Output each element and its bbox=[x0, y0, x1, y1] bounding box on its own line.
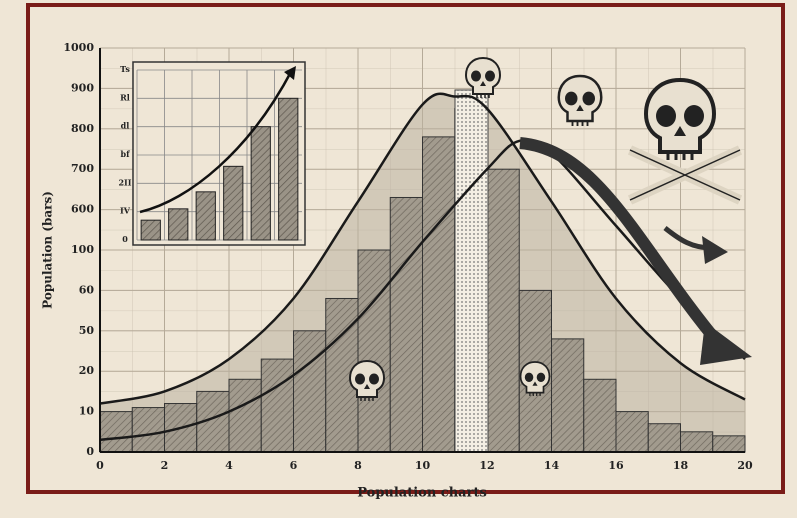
y-axis-label: Population (bars) bbox=[41, 191, 55, 309]
y-tick-label: 1000 bbox=[63, 41, 94, 54]
bar bbox=[99, 411, 133, 453]
bar bbox=[260, 358, 294, 453]
y-tick-label: 20 bbox=[79, 364, 95, 377]
inset-y-tick-label: Ts bbox=[120, 64, 130, 74]
x-tick-label: 6 bbox=[290, 459, 298, 472]
y-tick-label: 10 bbox=[79, 405, 95, 418]
bar bbox=[615, 411, 649, 453]
inset-y-tick-label: 0 bbox=[122, 234, 128, 244]
x-tick-label: 14 bbox=[544, 459, 560, 472]
small-arrowhead bbox=[702, 236, 728, 264]
bar bbox=[486, 168, 520, 453]
x-tick-label: 18 bbox=[673, 459, 689, 472]
inset-y-tick-label: 2II bbox=[118, 177, 131, 187]
y-tick-label: 0 bbox=[86, 445, 94, 458]
bar bbox=[712, 435, 746, 453]
bar bbox=[422, 136, 456, 453]
inset-frame bbox=[132, 61, 306, 246]
y-tick-label: 700 bbox=[71, 162, 94, 175]
bar bbox=[293, 330, 327, 453]
bar bbox=[647, 423, 681, 453]
inset-y-tick-label: dl bbox=[121, 121, 130, 131]
inset-bar bbox=[278, 97, 299, 241]
inset-bar bbox=[250, 126, 271, 241]
inset-arrowhead bbox=[284, 66, 296, 80]
y-tick-label: 600 bbox=[71, 203, 94, 216]
inset-plot: 0 IV 2II bf dl Rl Ts bbox=[118, 64, 302, 244]
highlight-column bbox=[454, 89, 489, 453]
crossbones-outline bbox=[629, 149, 741, 201]
big-arrow bbox=[519, 137, 725, 349]
y-tick-label: 900 bbox=[71, 81, 94, 94]
bar bbox=[583, 378, 617, 453]
x-tick-label: 12 bbox=[479, 459, 494, 472]
big-arrowhead bbox=[700, 322, 752, 365]
y-tick-label: 100 bbox=[71, 243, 94, 256]
x-tick-label: 10 bbox=[415, 459, 431, 472]
x-tick-label: 0 bbox=[96, 459, 104, 472]
bar bbox=[551, 338, 585, 453]
y-tick-label: 60 bbox=[79, 283, 95, 296]
curve bbox=[99, 138, 746, 442]
bar bbox=[228, 378, 262, 453]
inset-y-tick-label: bf bbox=[120, 149, 130, 159]
x-tick-label: 4 bbox=[225, 459, 233, 472]
inset-arrow bbox=[139, 69, 294, 214]
x-tick-label: 2 bbox=[161, 459, 169, 472]
curves bbox=[99, 92, 746, 442]
main-plot: 0 10 20 50 60 100 600 700 800 900 1000 0 2 4 6 8 10 12 14 1… bbox=[63, 41, 753, 472]
inset-y-tick-label: IV bbox=[120, 206, 131, 216]
bar bbox=[389, 196, 423, 453]
curve bbox=[99, 92, 746, 405]
bar bbox=[357, 249, 391, 453]
bar bbox=[131, 407, 165, 453]
inset-y-tick-label: Rl bbox=[120, 92, 130, 102]
x-tick-label: 8 bbox=[354, 459, 362, 472]
y-tick-label: 800 bbox=[71, 122, 94, 135]
inset-bar bbox=[223, 165, 244, 241]
bar bbox=[680, 431, 714, 453]
x-tick-label: 20 bbox=[737, 459, 753, 472]
x-axis-label: Population charts bbox=[357, 486, 487, 501]
inset-bar bbox=[140, 219, 161, 241]
x-tick-label: 16 bbox=[608, 459, 624, 472]
inset-bar bbox=[168, 208, 189, 241]
inset-bar bbox=[195, 191, 216, 241]
y-tick-label: 50 bbox=[79, 324, 95, 337]
